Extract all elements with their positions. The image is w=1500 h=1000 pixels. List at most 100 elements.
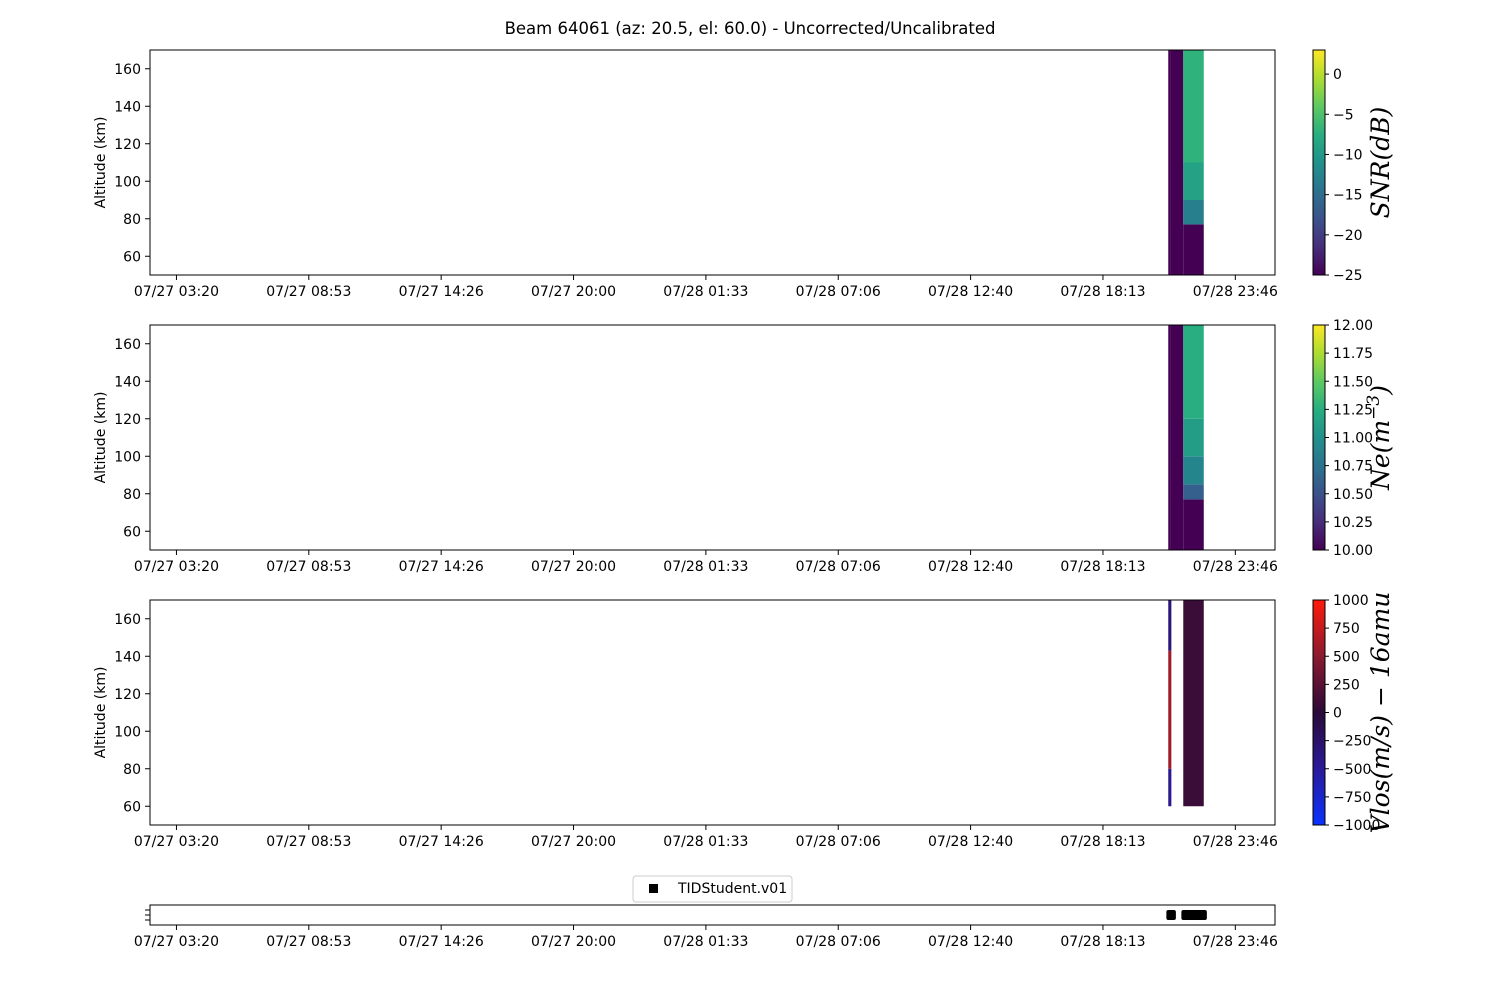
colorbar-tick-label: 11.50	[1333, 374, 1373, 390]
colorbar-tick-label: 0	[1333, 706, 1342, 722]
data-cell	[1168, 650, 1172, 769]
panel-vlos: 60 80 100 120 140 160 Altitude (km) 07/27 03:20…	[93, 592, 1395, 850]
timeline-x-tick-label: 07/27 08:53	[266, 934, 351, 950]
colorbar-label: SNR(dB)	[1366, 107, 1395, 219]
colorbar-tick-label: −10	[1333, 147, 1363, 163]
panel-x-tick-label: 07/28 12:40	[928, 284, 1013, 300]
panel-x-tick-label: 07/28 18:13	[1060, 559, 1145, 575]
y-axis-label: Altitude (km)	[93, 392, 109, 484]
timeline-x-tick-label: 07/28 12:40	[928, 934, 1013, 950]
panel-x-tick-label: 07/28 18:13	[1060, 284, 1145, 300]
y-tick-label: 160	[114, 337, 141, 353]
data-cell	[1168, 50, 1171, 275]
panel-x-tick-label: 07/27 14:26	[399, 559, 484, 575]
panel-x-tick-label: 07/28 07:06	[796, 284, 881, 300]
panel-x-tick-label: 07/28 01:33	[663, 284, 748, 300]
colorbar-tick-label: 10.25	[1333, 515, 1373, 531]
panel-x-tick-label: 07/28 12:40	[928, 834, 1013, 850]
data-cell	[1170, 50, 1184, 275]
timeline-frame	[149, 904, 1276, 926]
colorbar-label: Vlos(m/s) − 16amu	[1366, 592, 1395, 834]
y-tick-label: 120	[114, 137, 141, 153]
y-tick-label: 100	[114, 724, 141, 740]
y-tick-label: 160	[114, 62, 141, 78]
data-cell	[1183, 499, 1204, 550]
panel-x-tick-label: 07/28 01:33	[663, 834, 748, 850]
colorbar-tick-label: 10.00	[1333, 543, 1373, 559]
legend: TIDStudent.v01	[632, 875, 793, 903]
panel-x-tick-label: 07/28 07:06	[796, 559, 881, 575]
timeline-x-tick-label: 07/28 18:13	[1060, 934, 1145, 950]
panel-x-tick-label: 07/27 14:26	[399, 284, 484, 300]
legend-label: TIDStudent.v01	[677, 881, 787, 897]
panel-snr: 60 80 100 120 140 160 Altitude (km) 07/27 03:20…	[93, 49, 1395, 300]
data-cell	[1168, 768, 1172, 807]
data-cell	[1183, 484, 1204, 500]
data-cell	[1183, 224, 1204, 275]
chart-title: Beam 64061 (az: 20.5, el: 60.0) - Uncorr…	[505, 19, 996, 38]
panel-x-tick-label: 07/28 01:33	[663, 559, 748, 575]
colorbar-gradient	[1312, 49, 1326, 276]
data-cell	[1183, 600, 1204, 807]
panel-x-tick-label: 07/27 20:00	[531, 284, 616, 300]
y-tick-label: 60	[123, 799, 141, 815]
timeline-x-tick-label: 07/27 14:26	[399, 934, 484, 950]
data-cell	[1168, 325, 1171, 550]
panel-x-tick-label: 07/28 18:13	[1060, 834, 1145, 850]
plot-frame	[149, 599, 1276, 826]
colorbar-tick-label: −20	[1333, 228, 1363, 244]
y-tick-label: 80	[123, 487, 141, 503]
timeline-bar	[1166, 910, 1176, 920]
timeline-panel: 07/27 03:20 07/27 08:53 07/27 14:26 07/27 2…	[134, 904, 1278, 950]
colorbar-tick-label: 750	[1333, 621, 1360, 637]
y-tick-label: 120	[114, 687, 141, 703]
panel-x-tick-label: 07/28 23:46	[1193, 834, 1278, 850]
colorbar-tick-label: 10.50	[1333, 487, 1373, 503]
plot-frame	[149, 49, 1276, 276]
colorbar-tick-label: −1000	[1333, 818, 1380, 834]
timeline-x-tick-label: 07/27 20:00	[531, 934, 616, 950]
timeline-x-tick-label: 07/28 01:33	[663, 934, 748, 950]
colorbar-tick-label: 11.75	[1333, 346, 1373, 362]
data-cell	[1183, 456, 1204, 485]
panel-x-tick-label: 07/27 08:53	[266, 834, 351, 850]
y-axis-label: Altitude (km)	[93, 667, 109, 759]
y-tick-label: 60	[123, 249, 141, 265]
colorbar-tick-label: 11.00	[1333, 431, 1373, 447]
panel-x-tick-label: 07/28 12:40	[928, 559, 1013, 575]
panel-x-tick-label: 07/27 03:20	[134, 834, 219, 850]
colorbar-tick-label: −750	[1333, 790, 1371, 806]
colorbar-tick-label: 0	[1333, 67, 1342, 83]
data-cell	[1183, 418, 1204, 457]
colorbar-tick-label: −5	[1333, 107, 1354, 123]
colorbar-tick-label: 250	[1333, 677, 1360, 693]
timeline-x-tick-label: 07/27 03:20	[134, 934, 219, 950]
legend-frame	[632, 875, 793, 903]
y-tick-label: 140	[114, 649, 141, 665]
colorbar-tick-label: −15	[1333, 188, 1363, 204]
colorbar-ne: 12.00 11.75 11.50 11.25 11.00 10.75 10.50 10.25…	[1312, 318, 1395, 559]
colorbar-gradient	[1312, 324, 1326, 551]
y-tick-label: 100	[114, 174, 141, 190]
y-tick-label: 100	[114, 449, 141, 465]
y-tick-label: 140	[114, 99, 141, 115]
y-tick-label: 160	[114, 612, 141, 628]
timeline-x-tick-label: 07/28 07:06	[796, 934, 881, 950]
colorbar-tick-label: −500	[1333, 762, 1371, 778]
data-cell	[1168, 600, 1172, 651]
panel-x-tick-label: 07/27 14:26	[399, 834, 484, 850]
colorbar-tick-label: 500	[1333, 649, 1360, 665]
legend-marker	[649, 884, 658, 893]
panel-x-tick-label: 07/27 08:53	[266, 284, 351, 300]
data-cell	[1183, 162, 1204, 200]
panel-x-tick-label: 07/27 03:20	[134, 284, 219, 300]
colorbar-tick-label: 10.75	[1333, 459, 1373, 475]
colorbar-tick-label: −250	[1333, 734, 1371, 750]
colorbar-vlos: 1000 750 500 250 0 −250 −500 −750 −1000Vlos(m/s)…	[1312, 592, 1395, 834]
colorbar-tick-label: −25	[1333, 268, 1363, 284]
y-tick-label: 60	[123, 524, 141, 540]
data-cell	[1183, 50, 1204, 163]
panel-x-tick-label: 07/28 23:46	[1193, 284, 1278, 300]
colorbar-tick-label: 12.00	[1333, 318, 1373, 334]
